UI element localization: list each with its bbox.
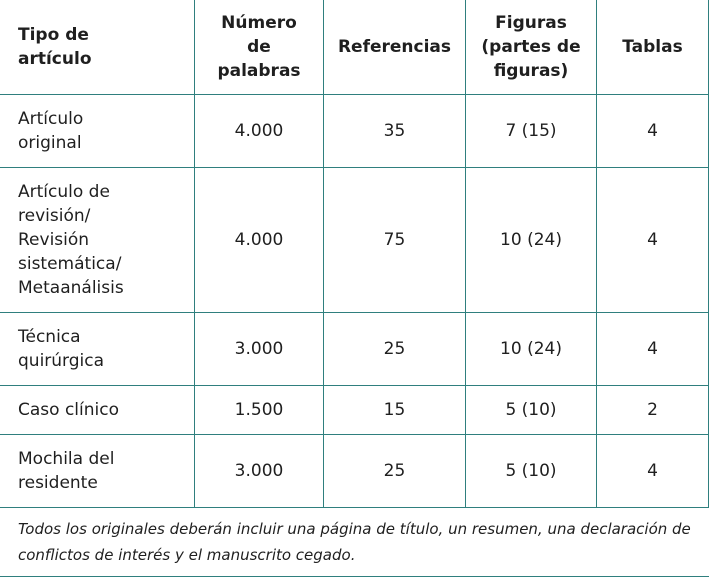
cell-tablas: 2 [596,385,709,435]
cell-tablas: 4 [596,312,709,386]
cell-text: Caso clínico [18,400,119,420]
cell-tablas: 4 [596,167,709,313]
cell-figuras: 5 (10) [465,385,597,435]
cell-referencias: 25 [323,434,466,508]
cell-palabras: 4.000 [194,167,324,313]
cell-tipo: Artículo original [0,94,195,168]
cell-text: Artículo original [18,109,84,153]
table-row: Técnica quirúrgica 3.000 25 10 (24) 4 [0,312,709,386]
cell-palabras: 1.500 [194,385,324,435]
header-referencias: Referencias [323,0,466,95]
table-footnote-row: Todos los originales deberán incluir una… [0,507,709,577]
table-row: Caso clínico 1.500 15 5 (10) 2 [0,385,709,435]
table-row: Artículo de revisión/ Revisión sistemáti… [0,167,709,313]
table-footnote: Todos los originales deberán incluir una… [0,507,709,577]
header-label: Tipo de artículo [18,25,92,69]
cell-text: Técnica quirúrgica [18,327,105,371]
table-header-row: Tipo de artículo Número de palabras Refe… [0,0,709,95]
cell-text: Artículo de revisión/ Revisión sistemáti… [18,182,124,298]
cell-tipo: Técnica quirúrgica [0,312,195,386]
header-label: Número de palabras [217,13,301,81]
header-tablas: Tablas [596,0,709,95]
cell-figuras: 5 (10) [465,434,597,508]
cell-tipo: Caso clínico [0,385,195,435]
cell-referencias: 75 [323,167,466,313]
cell-referencias: 35 [323,94,466,168]
table-row: Mochila del residente 3.000 25 5 (10) 4 [0,434,709,508]
cell-palabras: 3.000 [194,312,324,386]
cell-figuras: 10 (24) [465,167,597,313]
cell-tablas: 4 [596,434,709,508]
header-figuras: Figuras (partes de figuras) [465,0,597,95]
cell-tipo: Artículo de revisión/ Revisión sistemáti… [0,167,195,313]
table-row: Artículo original 4.000 35 7 (15) 4 [0,94,709,168]
cell-tablas: 4 [596,94,709,168]
cell-figuras: 10 (24) [465,312,597,386]
cell-palabras: 4.000 [194,94,324,168]
cell-figuras: 7 (15) [465,94,597,168]
header-label: Tablas [622,37,683,57]
cell-tipo: Mochila del residente [0,434,195,508]
header-tipo-de-articulo: Tipo de artículo [0,0,195,95]
cell-text: Mochila del residente [18,449,115,493]
header-numero-de-palabras: Número de palabras [194,0,324,95]
header-label: Figuras (partes de figuras) [481,13,581,81]
header-label: Referencias [337,37,452,57]
cell-palabras: 3.000 [194,434,324,508]
cell-referencias: 25 [323,312,466,386]
cell-referencias: 15 [323,385,466,435]
